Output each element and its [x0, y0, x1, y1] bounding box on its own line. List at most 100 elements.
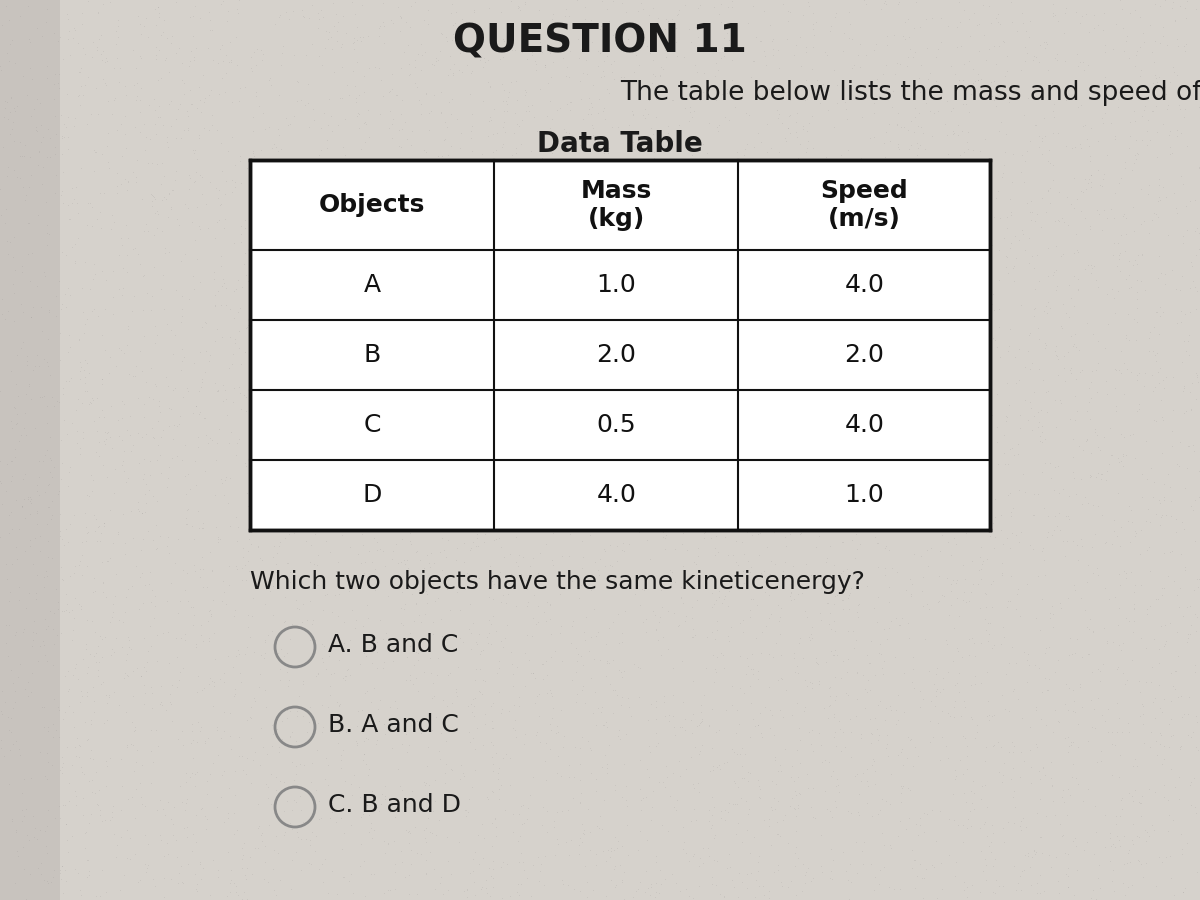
Point — [611, 364, 630, 378]
Point — [1026, 699, 1045, 714]
Point — [628, 842, 647, 857]
Point — [470, 158, 490, 172]
Point — [881, 838, 900, 852]
Point — [1048, 714, 1067, 728]
Point — [833, 602, 852, 616]
Point — [0, 182, 10, 196]
Point — [952, 292, 971, 307]
Point — [755, 813, 774, 827]
Point — [116, 140, 136, 155]
Point — [1120, 267, 1139, 282]
Point — [1049, 459, 1068, 473]
Point — [148, 414, 167, 428]
Point — [1036, 568, 1055, 582]
Point — [779, 121, 798, 135]
Point — [793, 347, 812, 362]
Point — [324, 174, 343, 188]
Point — [940, 709, 959, 724]
Point — [1138, 824, 1157, 839]
Point — [781, 126, 800, 140]
Point — [847, 767, 866, 781]
Point — [584, 266, 604, 280]
Point — [1105, 381, 1124, 395]
Point — [781, 586, 800, 600]
Point — [1049, 14, 1068, 28]
Point — [348, 244, 367, 258]
Point — [548, 472, 568, 487]
Point — [288, 422, 307, 436]
Point — [779, 518, 798, 532]
Point — [949, 685, 968, 699]
Point — [73, 791, 92, 806]
Point — [562, 175, 581, 189]
Point — [338, 186, 358, 201]
Point — [872, 792, 892, 806]
Point — [1057, 534, 1076, 548]
Point — [568, 246, 587, 260]
Point — [594, 498, 613, 512]
Point — [1025, 309, 1044, 323]
Point — [571, 322, 590, 337]
Point — [286, 523, 305, 537]
Point — [287, 313, 306, 328]
Point — [1111, 643, 1130, 657]
Point — [1158, 466, 1177, 481]
Point — [1126, 578, 1145, 592]
Point — [714, 474, 733, 489]
Point — [349, 106, 368, 121]
Point — [1146, 98, 1165, 112]
Point — [490, 654, 509, 669]
Point — [796, 672, 815, 687]
Point — [540, 483, 559, 498]
Point — [275, 804, 294, 818]
Point — [371, 107, 390, 122]
Point — [24, 830, 43, 844]
Point — [271, 58, 290, 72]
Point — [614, 69, 634, 84]
Point — [868, 590, 887, 604]
Point — [895, 374, 914, 388]
Point — [37, 517, 56, 531]
Point — [980, 84, 1000, 98]
Point — [529, 874, 548, 888]
Point — [355, 686, 374, 700]
Point — [668, 415, 688, 429]
Point — [524, 589, 544, 603]
Point — [1026, 658, 1045, 672]
Point — [955, 585, 974, 599]
Point — [282, 803, 301, 817]
Point — [78, 356, 97, 371]
Point — [964, 774, 983, 788]
Point — [874, 622, 893, 636]
Point — [547, 832, 566, 846]
Point — [596, 285, 616, 300]
Point — [714, 662, 733, 676]
Point — [281, 730, 300, 744]
Point — [464, 709, 484, 724]
Point — [587, 846, 606, 860]
Point — [1055, 795, 1074, 809]
Point — [799, 116, 818, 130]
Point — [326, 496, 346, 510]
Point — [686, 160, 706, 175]
Point — [1116, 572, 1135, 586]
Point — [316, 41, 335, 56]
Point — [53, 455, 72, 470]
Point — [977, 52, 996, 67]
Point — [671, 401, 690, 416]
Point — [1134, 213, 1153, 228]
Point — [943, 127, 962, 141]
Point — [938, 147, 958, 161]
Point — [683, 110, 702, 124]
Point — [402, 351, 421, 365]
Point — [586, 313, 605, 328]
Point — [379, 837, 398, 851]
Point — [916, 142, 935, 157]
Point — [954, 302, 973, 316]
Point — [300, 715, 319, 729]
Point — [1181, 499, 1200, 513]
Point — [167, 212, 186, 227]
Point — [126, 93, 145, 107]
Point — [1061, 734, 1080, 749]
Point — [950, 339, 970, 354]
